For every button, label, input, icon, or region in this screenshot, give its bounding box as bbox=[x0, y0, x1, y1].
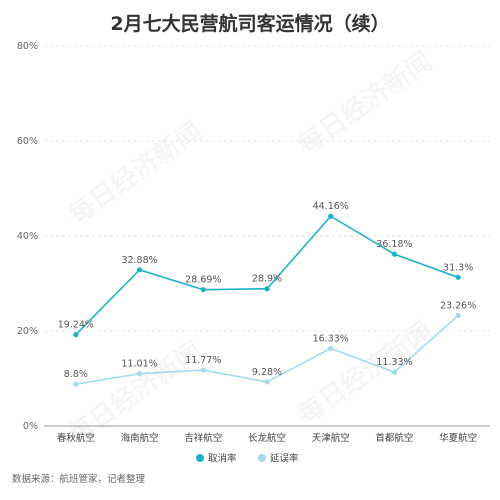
y-axis: 0% 20% 40% 60% 80% bbox=[17, 41, 38, 432]
data-label: 36.18% bbox=[376, 239, 412, 250]
data-point bbox=[200, 367, 206, 373]
legend-item[interactable]: 取消率 bbox=[196, 453, 237, 465]
series-2: 8.8% 11.01% 11.77% 9.28% 16.33% 11.33% 23.26% bbox=[64, 301, 476, 387]
data-point bbox=[391, 251, 398, 257]
data-point bbox=[73, 381, 79, 387]
chart-title: 2月七大民营航司客运情况（续） bbox=[110, 12, 389, 35]
y-tick-label: 80% bbox=[17, 41, 38, 52]
data-point bbox=[73, 332, 79, 338]
legend-item[interactable]: 延误率 bbox=[258, 453, 299, 465]
data-label: 11.33% bbox=[376, 357, 412, 368]
x-tick-label: 海南航空 bbox=[121, 432, 159, 444]
x-tick-label: 吉祥航空 bbox=[184, 432, 222, 444]
data-label: 9.28% bbox=[252, 367, 282, 378]
legend: 取消率 延误率 bbox=[196, 453, 299, 465]
legend-marker bbox=[258, 454, 266, 462]
data-label: 31.3% bbox=[443, 262, 473, 273]
x-tick-label: 春秋航空 bbox=[57, 432, 95, 444]
data-label: 44.16% bbox=[313, 201, 349, 212]
series-layer: 19.24% 32.88% 28.69% 28.9% 44.16% 36.18% 31.3%… bbox=[58, 201, 476, 387]
data-label: 11.01% bbox=[121, 359, 157, 370]
y-tick-label: 60% bbox=[17, 136, 38, 147]
data-label: 32.88% bbox=[121, 255, 157, 266]
data-point bbox=[264, 286, 270, 292]
data-point bbox=[455, 312, 461, 319]
watermark-text: 每日经济新闻 bbox=[62, 116, 208, 231]
data-point bbox=[136, 371, 143, 377]
grid bbox=[44, 45, 490, 332]
y-tick-label: 0% bbox=[23, 421, 38, 432]
data-point bbox=[136, 267, 143, 273]
data-point bbox=[264, 379, 270, 385]
data-label: 16.33% bbox=[313, 333, 349, 344]
x-tick-label: 长龙航空 bbox=[248, 432, 286, 444]
data-label: 23.26% bbox=[440, 301, 476, 312]
x-tick-label: 天津航空 bbox=[312, 432, 350, 444]
legend-marker bbox=[196, 454, 204, 462]
x-axis: 春秋航空 海南航空 吉祥航空 长龙航空 天津航空 首都航空 华夏航空 bbox=[57, 432, 477, 444]
series-1: 19.24% 32.88% 28.69% 28.9% 44.16% 36.18% 31.3% bbox=[58, 201, 473, 338]
data-label: 19.24% bbox=[58, 320, 94, 331]
y-tick-label: 40% bbox=[17, 231, 38, 242]
data-point bbox=[455, 274, 461, 280]
data-point bbox=[328, 345, 334, 352]
data-point bbox=[328, 213, 334, 219]
data-point bbox=[391, 369, 398, 375]
data-label: 11.77% bbox=[185, 355, 221, 366]
data-label: 8.8% bbox=[64, 369, 88, 380]
data-label: 28.9% bbox=[252, 274, 282, 285]
data-point bbox=[200, 287, 206, 293]
legend-label: 延误率 bbox=[270, 453, 299, 465]
legend-label: 取消率 bbox=[208, 453, 237, 465]
x-tick-label: 华夏航空 bbox=[439, 432, 477, 444]
y-tick-label: 20% bbox=[17, 326, 38, 337]
x-tick-label: 首都航空 bbox=[375, 432, 413, 444]
data-label: 28.69% bbox=[185, 275, 221, 286]
watermark-text: 每日经济新闻 bbox=[292, 46, 438, 161]
source-note: 数据来源：航班管家，记者整理 bbox=[12, 473, 146, 485]
